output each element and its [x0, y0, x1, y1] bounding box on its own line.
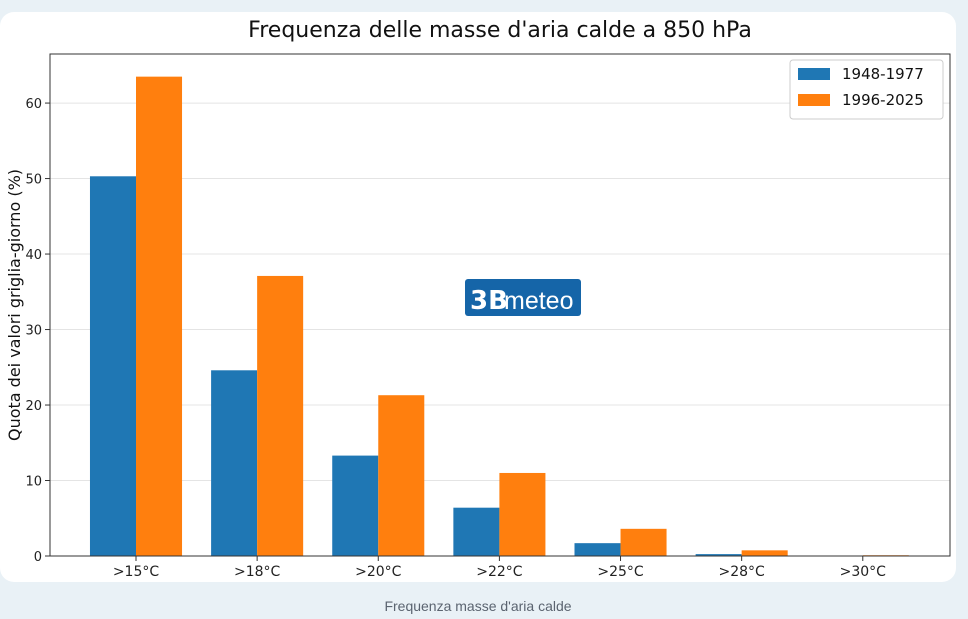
grid-lines: [50, 102, 950, 557]
y-tick-label: 50: [25, 173, 42, 188]
x-tick-label: >25°C: [597, 564, 644, 580]
bars: [89, 76, 909, 557]
bar-1996-2025-4: [620, 528, 667, 556]
y-tick-label: 60: [25, 97, 42, 112]
x-axis-ticks: >15°C >18°C >20°C >22°C >25°C >28°C >30°C: [113, 556, 886, 580]
3bmeteo-logo: 3B meteo: [465, 279, 581, 316]
legend: 1948-1977 1996-2025: [789, 59, 944, 120]
bar-1948-1977-2: [332, 455, 379, 556]
legend-label-1996-2025: 1996-2025: [842, 91, 924, 109]
y-tick-label: 40: [25, 248, 42, 263]
bar-1948-1977-5: [695, 554, 742, 556]
y-tick-label: 0: [34, 550, 42, 565]
bar-1948-1977-1: [211, 370, 258, 556]
legend-swatch-1996-2025: [798, 94, 830, 106]
bar-1948-1977-0: [89, 176, 137, 556]
bar-1996-2025-3: [499, 472, 546, 556]
y-tick-label: 10: [25, 475, 42, 490]
x-tick-label: >28°C: [718, 564, 765, 580]
y-axis-ticks: 0 10 20 30 40 50 60: [25, 97, 50, 565]
legend-label-1948-1977: 1948-1977: [842, 65, 924, 83]
plot-frame: [49, 53, 951, 557]
chart-title: Frequenza delle masse d'aria calde a 850…: [248, 18, 752, 43]
logo-prefix: 3B: [470, 286, 508, 316]
y-tick-label: 30: [25, 324, 42, 339]
y-axis-label: Quota dei valori griglia-giorno (%): [5, 169, 24, 441]
bar-1948-1977-4: [574, 543, 621, 556]
x-tick-label: >30°C: [840, 564, 887, 580]
legend-swatch-1948-1977: [798, 68, 830, 80]
x-tick-label: >20°C: [355, 564, 402, 580]
chart-card: Frequenza delle masse d'aria calde a 850…: [0, 12, 956, 582]
x-tick-label: >15°C: [113, 564, 160, 580]
bar-1996-2025-0: [136, 76, 183, 557]
bar-chart: Frequenza delle masse d'aria calde a 850…: [5, 18, 951, 580]
bar-1996-2025-2: [378, 395, 425, 556]
y-tick-label: 20: [25, 399, 42, 414]
bar-1996-2025-1: [257, 275, 304, 556]
x-tick-label: >18°C: [234, 564, 281, 580]
chart-caption: Frequenza masse d'aria calde: [384, 598, 572, 614]
bar-1948-1977-3: [453, 507, 500, 556]
x-tick-label: >22°C: [476, 564, 523, 580]
bar-1996-2025-5: [741, 550, 788, 556]
logo-suffix: meteo: [504, 287, 573, 315]
